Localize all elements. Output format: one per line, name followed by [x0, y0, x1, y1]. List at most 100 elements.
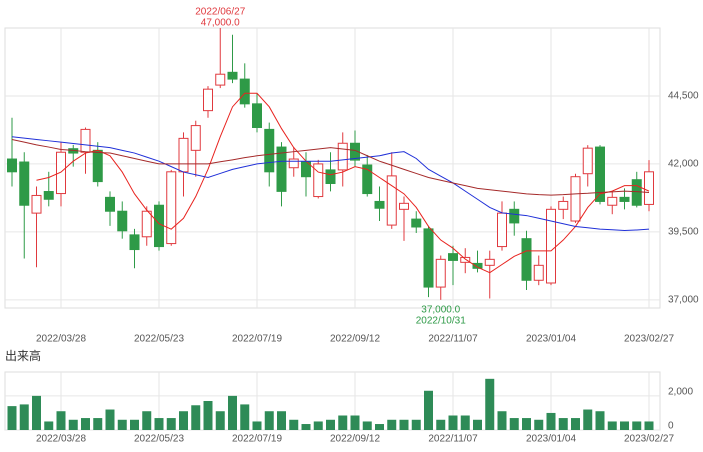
moving-average	[36, 92, 650, 274]
volume-bar	[203, 401, 213, 430]
volume-bar	[56, 411, 66, 430]
candle-body	[570, 176, 581, 222]
x-tick-label: 2022/05/23	[134, 434, 184, 445]
volume-bar	[44, 421, 54, 430]
volume-title: 出来高	[5, 348, 41, 363]
candle-body	[644, 171, 654, 205]
volume-bar	[240, 404, 250, 430]
volume-bar	[473, 419, 482, 430]
x-tick-label: 2022/03/28	[36, 434, 86, 445]
volume-bar	[32, 395, 41, 430]
candle-body	[362, 164, 373, 195]
volume-bar	[313, 421, 323, 430]
volume-bar	[399, 419, 409, 430]
volume-bar	[424, 390, 433, 430]
candle-body	[386, 175, 397, 226]
volume-bar	[7, 406, 17, 430]
volume-bar	[485, 378, 495, 430]
x-tick-label: 2022/07/19	[232, 334, 282, 345]
y-tick-label: 42,000	[668, 159, 699, 170]
volume-bar	[289, 419, 299, 430]
candle-body	[313, 163, 324, 198]
candle-body	[31, 194, 42, 214]
volume-bar	[595, 411, 605, 430]
volume-bar	[571, 418, 580, 430]
volume-bar	[215, 411, 225, 430]
candle-body	[350, 142, 360, 161]
volume-bar	[387, 419, 397, 430]
candle-body	[558, 200, 569, 210]
volume-bar	[411, 419, 421, 430]
volume-bar	[497, 411, 507, 430]
candle-body	[227, 71, 238, 80]
candle-body	[448, 253, 458, 261]
volume-bar	[583, 409, 593, 430]
candle-body	[399, 202, 409, 210]
candle-body	[301, 161, 311, 178]
candle-body	[582, 147, 593, 175]
annotation-date: 2022/06/27	[195, 7, 245, 18]
candle-body	[631, 179, 642, 206]
price-panel	[4, 27, 661, 309]
candle-body	[154, 204, 164, 248]
volume-bar	[509, 418, 519, 430]
annotation-value: 47,000.0	[201, 18, 240, 29]
volume-bar	[375, 424, 384, 430]
volume-bar	[179, 411, 188, 430]
candle-body	[546, 208, 556, 284]
candle-body	[595, 146, 605, 202]
x-tick-label: 2022/11/07	[428, 434, 478, 445]
volume-bar	[644, 421, 654, 430]
candle-body	[484, 258, 495, 266]
candle-body	[215, 73, 226, 86]
volume-bar	[620, 421, 629, 430]
candle-body	[239, 78, 250, 105]
volume-bar	[117, 419, 127, 430]
candle-body	[19, 161, 30, 206]
volume-bar	[93, 418, 103, 430]
x-tick-label: 2022/07/19	[232, 434, 282, 445]
volume-bar	[558, 418, 568, 430]
candle-body	[509, 208, 520, 224]
volume-bar	[362, 421, 372, 430]
x-tick-label: 2023/02/27	[624, 334, 674, 345]
x-tick-label: 2022/05/23	[134, 334, 184, 345]
candle-body	[117, 210, 128, 232]
x-tick-label: 2022/11/07	[428, 334, 478, 345]
candle-body	[435, 258, 446, 288]
x-tick-label: 2022/09/12	[330, 334, 380, 345]
candle-body	[129, 234, 140, 251]
volume-bar	[460, 415, 470, 430]
volume-bar	[142, 411, 152, 430]
x-tick-label: 2022/09/12	[330, 434, 380, 445]
volume-bar	[436, 419, 446, 430]
candle-body	[56, 151, 66, 195]
candle-body	[190, 125, 201, 151]
x-tick-label: 2023/01/04	[526, 334, 576, 345]
y-tick-label: 44,500	[668, 91, 699, 102]
candle-body	[141, 210, 152, 238]
volume-bar	[534, 419, 544, 430]
volume-bar	[632, 421, 642, 430]
volume-tick-label: 0	[668, 421, 674, 432]
y-tick-label: 37,000	[668, 294, 699, 305]
volume-bar	[154, 418, 164, 430]
candle-body	[423, 228, 434, 288]
x-tick-label: 2023/02/27	[624, 434, 674, 445]
candle-body	[521, 238, 532, 281]
volume-bar	[301, 424, 311, 430]
volume-bar	[166, 418, 176, 430]
candle-body	[460, 256, 471, 263]
candle-body	[607, 196, 618, 206]
y-tick-label: 39,500	[668, 227, 699, 238]
volume-bar	[546, 412, 556, 430]
annotation-value: 37,000.0	[421, 304, 460, 315]
volume-bar	[350, 415, 360, 430]
candle-body	[80, 128, 91, 153]
candle-body	[411, 218, 422, 228]
moving-average	[11, 136, 650, 232]
candle-body	[105, 196, 115, 212]
volume-bar	[338, 415, 348, 430]
candle-body	[178, 137, 189, 173]
